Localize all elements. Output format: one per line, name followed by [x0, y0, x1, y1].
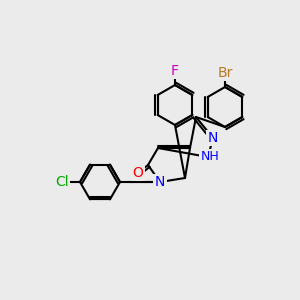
Text: Cl: Cl: [55, 175, 69, 189]
Text: N: N: [155, 175, 165, 189]
Text: Br: Br: [217, 66, 233, 80]
Text: F: F: [171, 64, 179, 78]
Text: O: O: [133, 166, 143, 180]
Text: NH: NH: [201, 151, 219, 164]
Text: N: N: [208, 131, 218, 145]
